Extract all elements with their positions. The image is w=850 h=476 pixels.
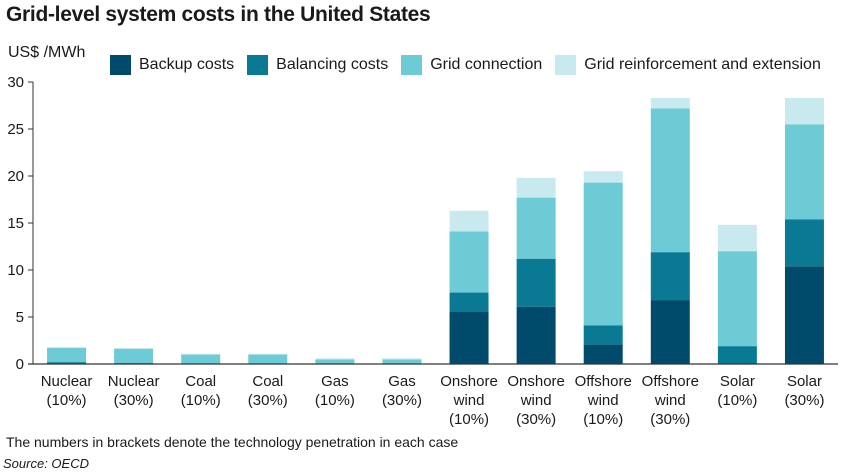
x-tick-label: Coal bbox=[252, 373, 283, 390]
legend-swatch-balancing bbox=[247, 55, 269, 75]
y-tick-label: 15 bbox=[7, 215, 24, 232]
legend-item-backup: Backup costs bbox=[110, 55, 234, 75]
bar-segment bbox=[449, 231, 489, 293]
bar-segment bbox=[516, 197, 556, 259]
legend-swatch-connection bbox=[401, 55, 423, 75]
y-tick-label: 0 bbox=[16, 356, 24, 373]
x-tick-label: Solar bbox=[787, 373, 822, 390]
y-tick-label: 20 bbox=[7, 168, 24, 185]
x-tick-label: (30%) bbox=[516, 411, 556, 428]
x-tick-label: Nuclear bbox=[41, 373, 93, 390]
x-tick-label: (30%) bbox=[784, 392, 824, 409]
x-tick-label: Coal bbox=[185, 373, 216, 390]
source-note: Source: OECD bbox=[3, 456, 89, 471]
x-tick-label: Offshore bbox=[575, 373, 632, 390]
bar-segment bbox=[449, 292, 489, 312]
bar-segment bbox=[650, 252, 690, 301]
bar-segment bbox=[650, 108, 690, 253]
x-tick-label: (30%) bbox=[114, 392, 154, 409]
bar-segment bbox=[248, 353, 288, 355]
x-tick-label: Solar bbox=[720, 373, 755, 390]
bar-segment bbox=[382, 359, 422, 364]
x-tick-label: Onshore bbox=[440, 373, 498, 390]
bar-segment bbox=[114, 348, 154, 364]
bar-segment bbox=[784, 266, 824, 364]
bar-segment bbox=[181, 354, 221, 364]
x-tick-label: Offshore bbox=[642, 373, 699, 390]
bar-segment bbox=[784, 124, 824, 220]
x-tick-label: (10%) bbox=[315, 392, 355, 409]
legend-item-balancing: Balancing costs bbox=[247, 55, 388, 75]
legend-item-reinforcement: Grid reinforcement and extension bbox=[555, 55, 821, 75]
bar-segment bbox=[315, 359, 355, 364]
x-tick-label: (10%) bbox=[181, 392, 221, 409]
legend-label-balancing: Balancing costs bbox=[276, 56, 389, 73]
legend-swatch-backup bbox=[110, 55, 131, 75]
bar-segment bbox=[717, 346, 757, 364]
bar-segment bbox=[47, 362, 87, 364]
x-tick-label: wind bbox=[453, 392, 485, 409]
y-tick-label: 10 bbox=[7, 262, 24, 279]
x-tick-label: (30%) bbox=[382, 392, 422, 409]
bar-segment bbox=[516, 258, 556, 307]
y-tick-label: 5 bbox=[16, 309, 24, 326]
bar-segment bbox=[516, 306, 556, 364]
footnote: The numbers in brackets denote the techn… bbox=[6, 434, 459, 450]
bar-segment bbox=[650, 300, 690, 364]
bar-segment bbox=[382, 358, 422, 360]
legend-swatch-reinforcement bbox=[555, 55, 577, 75]
legend-item-connection: Grid connection bbox=[401, 55, 542, 75]
bar-segment bbox=[583, 182, 623, 326]
x-tick-label: (10%) bbox=[449, 411, 489, 428]
x-tick-label: (30%) bbox=[650, 411, 690, 428]
y-tick-label: 25 bbox=[7, 121, 24, 138]
x-tick-label: Nuclear bbox=[108, 373, 160, 390]
x-tick-label: Gas bbox=[321, 373, 349, 390]
x-tick-label: (10%) bbox=[47, 392, 87, 409]
bar-segment bbox=[516, 177, 556, 198]
bar-segment bbox=[583, 325, 623, 345]
bar-segment bbox=[315, 358, 355, 360]
x-tick-label: wind bbox=[587, 392, 619, 409]
bar-segment bbox=[181, 353, 221, 355]
x-tick-label: Gas bbox=[388, 373, 416, 390]
bar-segment bbox=[650, 97, 690, 109]
x-tick-label: (10%) bbox=[583, 411, 623, 428]
bar-segment bbox=[583, 171, 623, 183]
x-tick-label: wind bbox=[520, 392, 552, 409]
bar-segment bbox=[717, 224, 757, 252]
bar-segment bbox=[449, 311, 489, 364]
bar-segment bbox=[114, 348, 154, 349]
legend: Backup costs Balancing costs Grid connec… bbox=[110, 55, 834, 75]
bar-segment bbox=[583, 344, 623, 364]
bar-segment bbox=[784, 219, 824, 267]
bar-segment bbox=[47, 347, 87, 349]
y-axis-unit-label: US$ /MWh bbox=[8, 44, 86, 61]
legend-label-connection: Grid connection bbox=[430, 56, 543, 73]
legend-label-reinforcement: Grid reinforcement and extension bbox=[584, 56, 821, 73]
bar-segment bbox=[449, 210, 489, 232]
x-tick-label: (10%) bbox=[717, 392, 757, 409]
x-tick-label: (30%) bbox=[248, 392, 288, 409]
bar-segment bbox=[47, 348, 87, 363]
y-tick-label: 30 bbox=[7, 74, 24, 91]
bar-segment bbox=[717, 251, 757, 347]
x-tick-label: wind bbox=[654, 392, 686, 409]
chart-title: Grid-level system costs in the United St… bbox=[6, 3, 431, 26]
bar-segment bbox=[248, 354, 288, 364]
x-tick-label: Onshore bbox=[507, 373, 565, 390]
bar-segment bbox=[784, 97, 824, 125]
legend-label-backup: Backup costs bbox=[139, 56, 235, 73]
